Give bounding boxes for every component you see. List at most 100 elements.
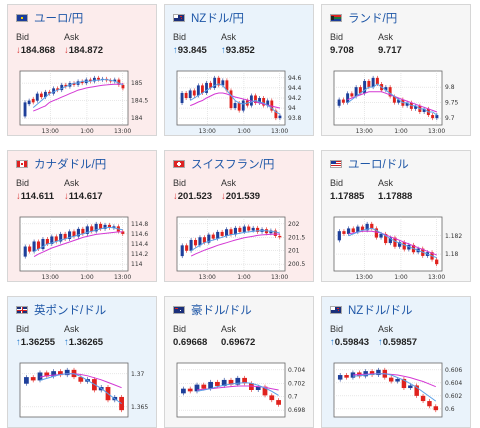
ask-value: 0.69672 xyxy=(221,337,256,348)
flag-ca-icon xyxy=(16,160,28,168)
currency-pair-link[interactable]: 豪ドル/ドル xyxy=(191,305,252,317)
rate-card[interactable]: 英ポンド/ドル Bid ↑1.36255 Ask ↑1.36265 1.37 1.365 xyxy=(7,296,157,428)
candle xyxy=(256,227,260,232)
ma-long-line xyxy=(348,230,437,256)
ask-label: Ask xyxy=(221,324,237,334)
candle xyxy=(354,87,358,97)
trend-arrow-icon: ↓ xyxy=(173,191,178,202)
candle xyxy=(337,99,341,106)
candle xyxy=(388,377,394,382)
y-tick-label: 0.604 xyxy=(445,380,462,387)
candle xyxy=(64,84,68,87)
bid-value: 9.708 xyxy=(330,45,354,56)
candle xyxy=(221,379,227,386)
rate-card[interactable]: カナダドル/円 Bid ↓114.611 Ask ↓114.617 114.8 114.6 1… xyxy=(7,150,157,282)
candle xyxy=(229,90,233,109)
candle xyxy=(242,377,247,384)
ask-label: Ask xyxy=(64,32,80,42)
currency-pair-link[interactable]: ランド/円 xyxy=(348,13,398,25)
ask-value-wrap: 1.17888 xyxy=(378,191,412,202)
candle xyxy=(233,227,237,235)
candle xyxy=(278,115,282,119)
currency-pair-link[interactable]: NZドル/円 xyxy=(191,13,245,25)
y-tick-label: 114.2 xyxy=(131,251,148,258)
candle xyxy=(209,82,213,88)
x-tick-label: 13:00 xyxy=(356,128,373,135)
trend-arrow-icon: ↓ xyxy=(64,45,69,56)
currency-pair-link[interactable]: 英ポンド/ドル xyxy=(34,305,107,317)
candle xyxy=(388,87,392,97)
candle xyxy=(337,375,343,380)
candle xyxy=(94,223,98,232)
x-tick-label: 1:00 xyxy=(80,274,94,281)
currency-pair-link[interactable]: ユーロ/円 xyxy=(34,13,84,25)
y-tick-label: 0.602 xyxy=(445,393,462,400)
candle xyxy=(228,379,234,385)
candle xyxy=(258,98,261,104)
candle xyxy=(31,98,35,103)
candle xyxy=(202,237,206,243)
rate-card[interactable]: ユーロ/円 Bid ↓184.868 Ask ↓184.872 185 184.5 184 13… xyxy=(7,4,157,136)
rate-card[interactable]: スイスフラン/円 Bid ↓201.523 Ask ↓201.539 202 201.5 20… xyxy=(164,150,314,282)
candle xyxy=(184,92,188,98)
currency-pair-link[interactable]: NZドル/ドル xyxy=(348,305,413,317)
candle xyxy=(397,99,401,103)
y-tick-label: 1.365 xyxy=(131,404,148,411)
candle xyxy=(48,91,51,94)
candle xyxy=(58,371,63,376)
candle xyxy=(181,388,186,394)
y-tick-label: 184 xyxy=(131,115,143,122)
ask-label: Ask xyxy=(221,32,237,42)
candle xyxy=(103,224,107,229)
y-tick-label: 9.7 xyxy=(445,115,455,122)
currency-pair-link[interactable]: スイスフラン/円 xyxy=(191,159,275,171)
ma-short-line xyxy=(39,373,122,405)
rate-card[interactable]: NZドル/円 Bid ↑93.845 Ask ↑93.852 94.6 94.4 94.2 94… xyxy=(164,4,314,136)
candle xyxy=(422,108,426,112)
x-tick-label: 13:00 xyxy=(356,274,373,281)
rate-card[interactable]: 豪ドル/ドル Bid 0.69668 Ask 0.69672 0.704 0.702 0.7 0… xyxy=(164,296,314,428)
rate-card[interactable]: ユーロ/ドル Bid 1.17885 Ask 1.17888 1.182 1.18 13:00… xyxy=(321,150,471,282)
y-tick-label: 1.182 xyxy=(445,233,462,240)
candle xyxy=(60,84,64,91)
bid-value-wrap: 9.708 xyxy=(330,45,354,56)
candle xyxy=(360,226,365,231)
candle xyxy=(44,372,50,377)
rate-card[interactable]: ランド/円 Bid 9.708 Ask 9.717 9.8 9.75 9.7 13:00 1:00… xyxy=(321,4,471,136)
rate-chart[interactable]: 9.89.759.713:00 1:00 13:00 xyxy=(326,65,468,135)
rate-chart[interactable]: 1.37 1.365 xyxy=(12,357,154,427)
candle xyxy=(266,100,270,106)
candle xyxy=(72,231,76,237)
rate-chart[interactable]: 1.182 1.18 13:00 1:00 13:00 xyxy=(326,211,468,281)
candle xyxy=(90,226,94,232)
candle xyxy=(384,87,388,91)
flag-au-icon xyxy=(173,306,185,314)
candle xyxy=(405,102,409,106)
candle xyxy=(414,105,418,109)
flag-nz-icon xyxy=(173,14,185,22)
currency-pair-link[interactable]: カナダドル/円 xyxy=(34,159,107,171)
candle xyxy=(225,80,229,91)
currency-pair-link[interactable]: ユーロ/ドル xyxy=(348,159,409,171)
candle xyxy=(420,395,426,402)
rate-chart[interactable]: 0.704 0.702 0.7 0.698 xyxy=(169,357,311,427)
trend-arrow-icon: ↓ xyxy=(221,191,226,202)
x-tick-label: 13:00 xyxy=(428,274,445,281)
candle xyxy=(276,400,281,405)
candle xyxy=(346,93,350,103)
candle xyxy=(235,377,241,385)
candle xyxy=(238,227,242,232)
candle xyxy=(72,83,76,85)
rate-chart[interactable]: 0.606 0.604 0.602 0.6 xyxy=(326,357,468,427)
ma-short-line xyxy=(190,230,280,252)
flag-ch-icon xyxy=(173,160,185,168)
flag-us-icon xyxy=(330,160,342,168)
bid-value-wrap: ↓114.611 xyxy=(16,191,54,202)
ma-short-line xyxy=(33,226,123,253)
rate-card[interactable]: NZドル/ドル Bid ↑0.59843 Ask ↑0.59857 0.606 0.604 0… xyxy=(321,296,471,428)
candle xyxy=(251,227,255,231)
